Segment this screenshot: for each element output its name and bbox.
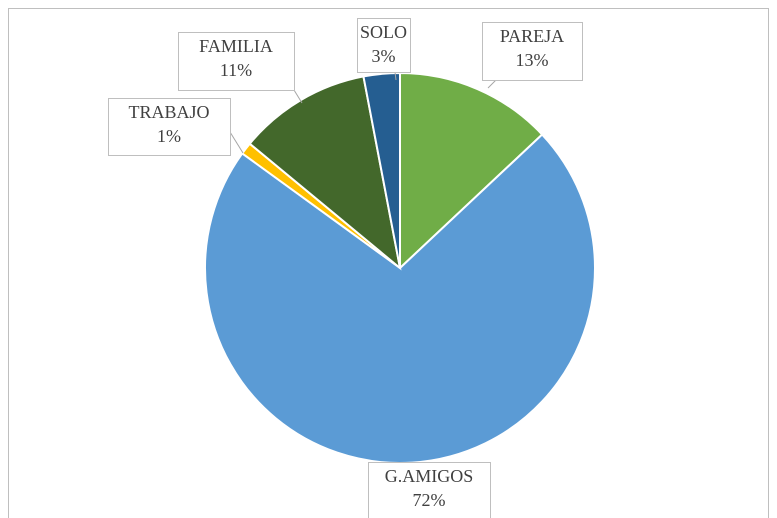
pie-slice — [399, 71, 544, 271]
category-label: PAREJA — [500, 26, 564, 46]
leader-line — [394, 71, 397, 81]
leader-line — [487, 79, 497, 89]
value-label: 11% — [220, 60, 252, 80]
leader-line — [293, 89, 303, 104]
label-box — [178, 32, 295, 91]
chart-frame — [8, 8, 769, 518]
leader-line — [229, 131, 244, 154]
category-label: G.AMIGOS — [385, 466, 474, 486]
label-box — [108, 98, 231, 156]
value-label: 13% — [516, 50, 549, 70]
category-label: TRABAJO — [128, 102, 209, 122]
value-label: 3% — [372, 46, 396, 66]
value-label: 72% — [413, 490, 446, 510]
value-label: 1% — [157, 126, 181, 146]
label-box — [368, 462, 491, 518]
category-label: FAMILIA — [199, 36, 273, 56]
label-box — [357, 18, 411, 73]
label-box — [482, 22, 583, 81]
category-label: SOLO — [360, 22, 407, 42]
